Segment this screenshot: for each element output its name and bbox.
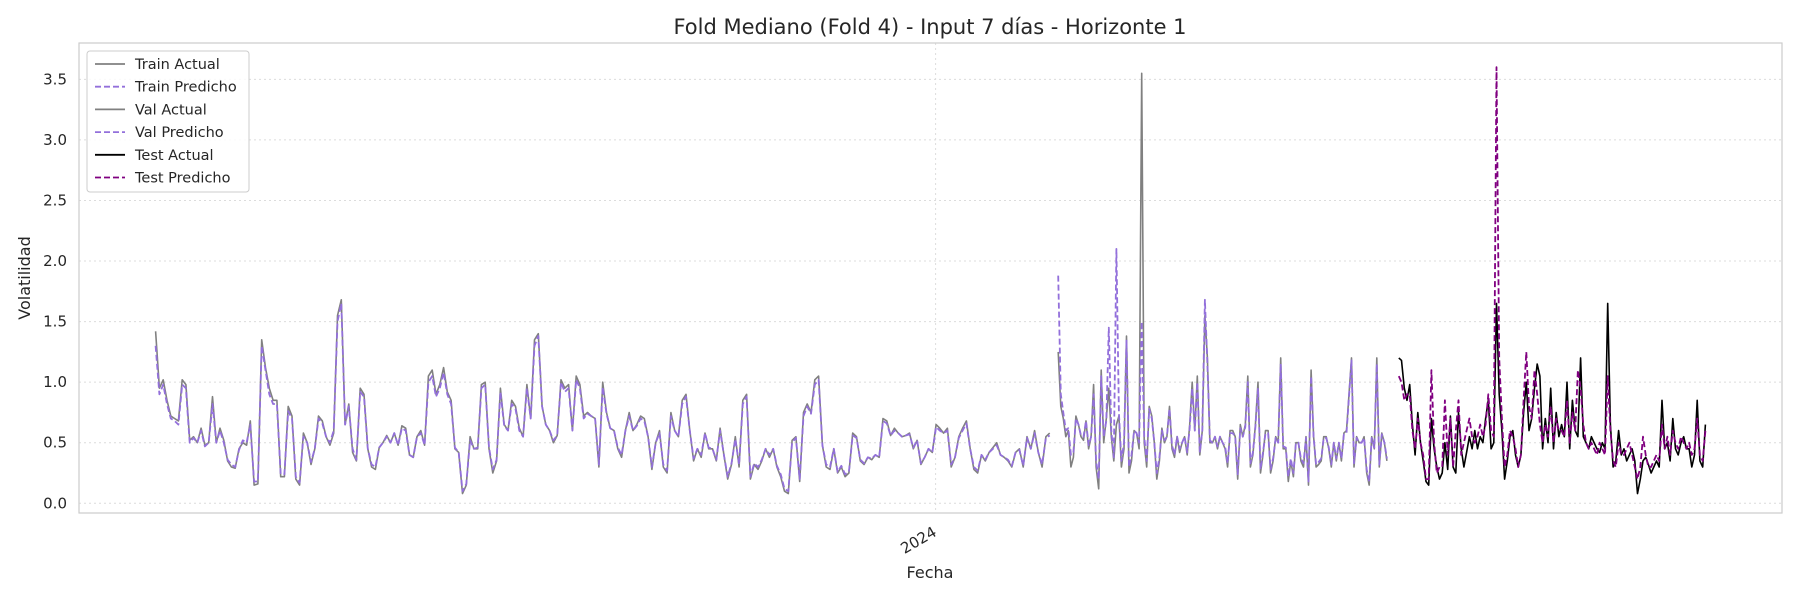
plot-area-frame — [78, 42, 1783, 514]
legend-label: Train Predicho — [134, 80, 237, 96]
y-axis-title: Volatilidad — [15, 236, 34, 319]
legend-label: Train Actual — [134, 57, 220, 73]
x-axis-title: Fecha — [907, 563, 954, 582]
y-tick-label: 0.0 — [43, 494, 67, 512]
legend-label: Test Predicho — [134, 171, 231, 187]
y-tick-label: 1.0 — [43, 373, 67, 391]
legend: Train Actual Train Predicho Val Actual Val … — [86, 50, 250, 193]
legend-label: Val Predicho — [135, 125, 224, 141]
y-tick-label: 0.5 — [43, 434, 67, 452]
series-layer — [154, 66, 1707, 495]
legend-label: Val Actual — [135, 102, 207, 118]
y-tick-label: 3.5 — [43, 70, 67, 88]
y-tick-label: 3.0 — [43, 131, 67, 149]
grid — [79, 43, 1782, 513]
legend-box — [86, 50, 250, 193]
series-line-train-predicho — [154, 302, 1051, 493]
series-line-val-predicho — [1057, 247, 1388, 483]
y-axis-ticks: 0.0 0.5 1.0 1.5 2.0 2.5 3.0 3.5 — [43, 70, 67, 512]
series-line-test-predicho — [1397, 66, 1707, 481]
legend-label: Test Actual — [134, 148, 214, 164]
chart-title: Fold Mediano (Fold 4) - Input 7 días - H… — [673, 15, 1186, 39]
y-tick-label: 2.0 — [43, 252, 67, 270]
y-tick-label: 1.5 — [43, 313, 67, 331]
y-tick-label: 2.5 — [43, 191, 67, 209]
